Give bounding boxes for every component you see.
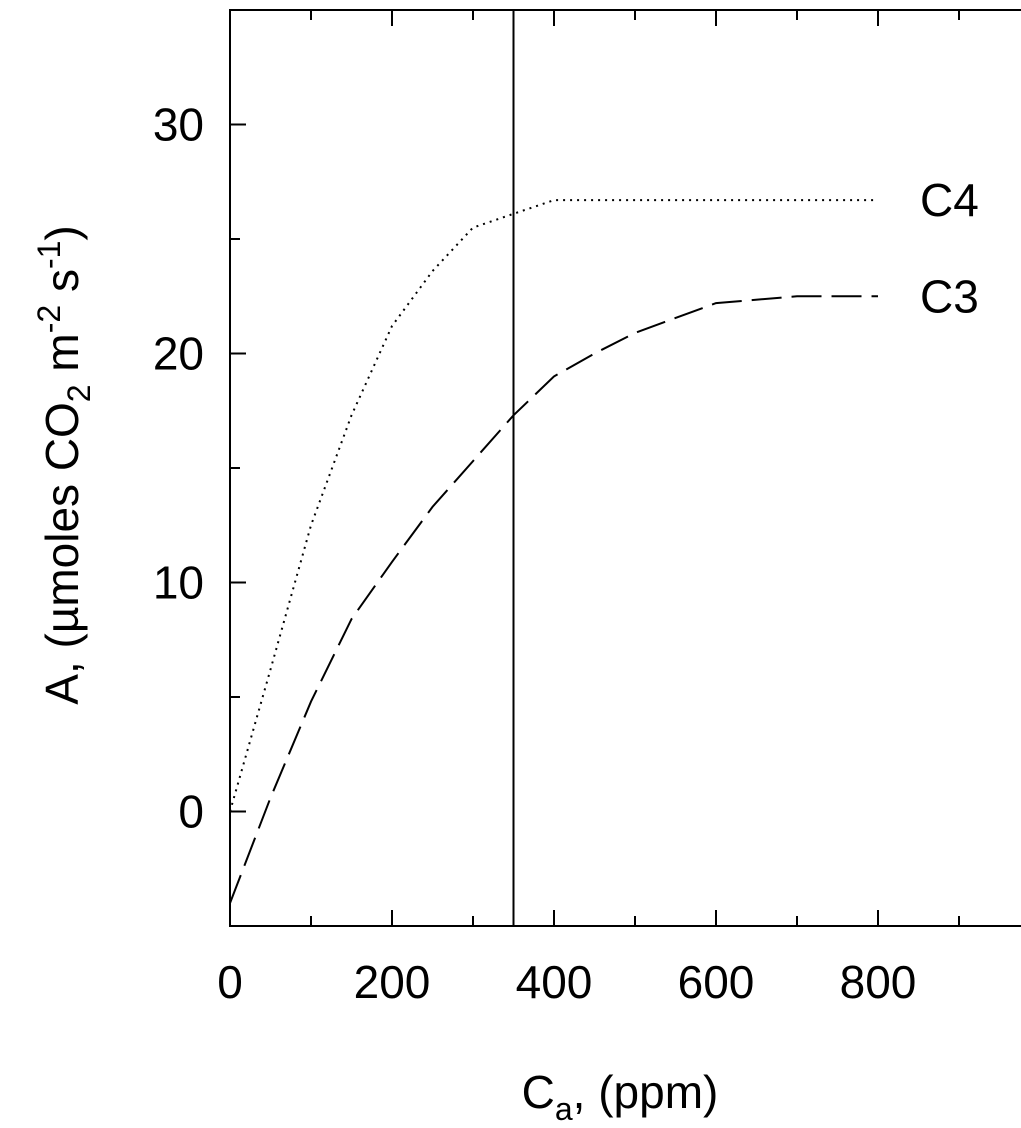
x-tick-label: 800 (840, 956, 917, 1008)
tick-labels: 0 200 400 600 800 0 10 20 30 (153, 99, 917, 1009)
y-tick-label: 0 (178, 786, 204, 838)
y-tick-label: 30 (153, 99, 204, 151)
series-lines (229, 10, 878, 926)
plot-area (229, 9, 1021, 927)
y-axis-title: A, (µmoles CO2 m-2 s-1) (31, 225, 97, 704)
x-tick-label: 400 (516, 956, 593, 1008)
plot-frame (229, 9, 1021, 927)
series-labels: C4 C3 (920, 174, 979, 322)
series-line-c4 (229, 199, 878, 812)
x-axis-title: Ca, (ppm) (522, 1066, 719, 1127)
axis-ticks (229, 10, 960, 926)
series-label-c4: C4 (920, 174, 979, 226)
x-tick-label: 200 (354, 956, 431, 1008)
series-line-c3 (229, 295, 878, 904)
x-tick-label: 600 (678, 956, 755, 1008)
y-tick-label: 20 (153, 328, 204, 380)
series-label-c3: C3 (920, 270, 979, 322)
x-tick-label: 0 (217, 956, 243, 1008)
y-tick-label: 10 (153, 557, 204, 609)
